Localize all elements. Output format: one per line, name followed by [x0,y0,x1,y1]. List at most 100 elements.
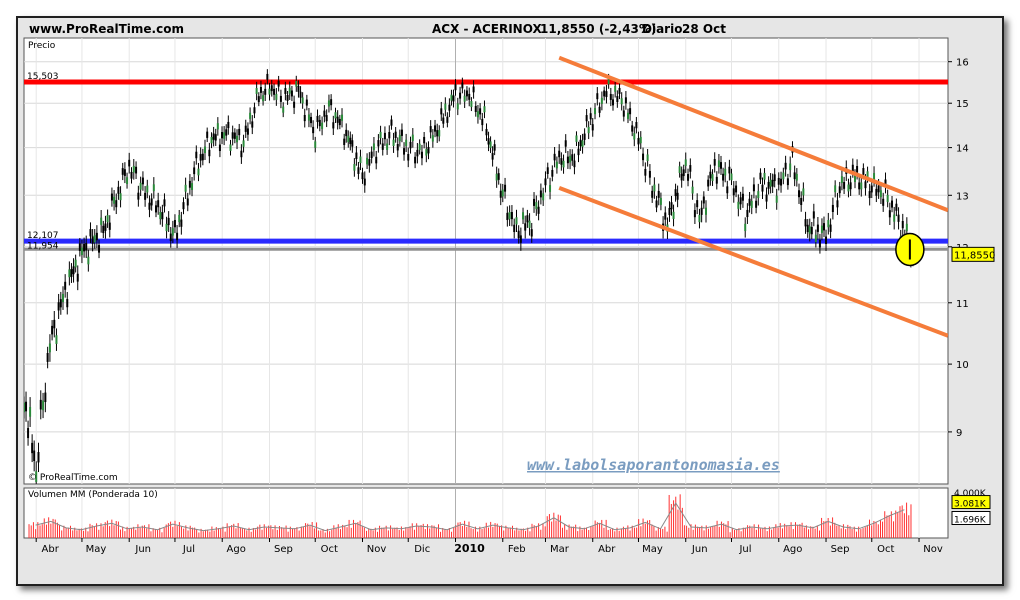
price-candle-body [539,190,542,198]
price-candle-body [581,140,584,147]
price-candle-body [361,172,364,180]
volume-value-tag [951,510,991,525]
price-candle-body [888,210,891,218]
price-candle-body [816,224,819,232]
time-tick-label: May [86,544,107,555]
price-candle-body [368,159,371,166]
price-candle-body [212,133,215,140]
price-candle-body [829,224,832,232]
price-candle-body [403,148,406,155]
price-candle-body [631,125,634,132]
price-candle-body [450,94,453,101]
price-candle-body [827,220,830,228]
price-candle-body [169,233,172,241]
price-tick-label: 13 [956,191,969,202]
copyright-text: © ProRealTime.com [28,473,118,483]
price-candle-body [429,126,432,133]
price-candle-body [901,220,904,229]
price-candle-body [820,225,823,233]
price-candle-body [35,471,38,482]
price-candle-body [624,97,627,104]
price-candle-body [301,97,304,104]
price-candle-body [635,122,638,129]
price-candle-body [388,131,391,139]
time-tick-label: Mar [550,544,570,555]
price-candle-body [370,151,373,159]
price-candle-body [465,90,468,97]
price-candle-body [386,143,389,150]
price-candle-body [253,107,256,114]
trend-channel [558,55,948,338]
price-candle-body [472,86,475,93]
price-candle-body [139,182,142,190]
level-label: 12,107 [27,231,59,241]
price-candle-body [646,154,649,161]
price-candle-body [330,99,333,106]
price-candle-body [860,182,863,190]
price-candle-body [515,217,518,225]
price-candle-body [589,113,592,120]
price-candle-body [184,184,187,192]
price-candle-body [672,211,675,219]
watermark-link[interactable]: www.labolsaporantonomasia.es [527,456,780,474]
time-tick-label: Ago [227,544,246,555]
time-tick-label: Jul [738,544,751,555]
price-candle-body [526,215,529,223]
price-candle-body [55,335,58,344]
price-candle-body [297,85,300,92]
price-candle-body [724,168,727,176]
price-candle-body [173,219,176,228]
price-candle-body [569,155,572,163]
price-candle-body [351,140,354,147]
price-tick-label: 14 [956,144,969,155]
price-candle-body [784,162,787,170]
price-candle-body [485,128,488,136]
price-candle-body [853,175,856,183]
price-candle-body [113,196,116,204]
price-candle-body [411,134,414,141]
price-candle-body [840,176,843,183]
price-candle-body [750,200,753,208]
price-candle-body [864,181,867,189]
price-candle-body [277,80,280,87]
price-candle-body [363,178,366,186]
price-candle-body [843,182,846,189]
price-candle-body [648,170,651,178]
price-candle-body [851,164,854,172]
price-candle-body [875,188,878,196]
price-candle-body [575,135,578,142]
price-candle-body [24,402,25,413]
price-candle-body [474,105,477,112]
price-candle-body [264,88,267,95]
price-candle-body [546,167,549,174]
price-candle-body [440,108,443,115]
price-candle-body [655,200,658,208]
price-candle-body [409,141,412,149]
price-candle-body [491,153,494,160]
price-candle-body [66,299,69,308]
price-candle-body [418,143,421,151]
price-candle-body [537,206,540,214]
price-candle-body [310,116,313,124]
price-candle-body [37,452,40,463]
price-candle-body [128,159,131,167]
price-candle-body [798,190,801,198]
price-candle-body [487,138,490,145]
price-candle-body [489,141,492,148]
price-candle-body [44,392,47,403]
price-candle-body [755,200,758,208]
price-candle-body [42,400,45,411]
price-candle-body [273,88,276,95]
price-candle-body [199,154,202,161]
price-candle-body [674,189,677,197]
price-candle-body [771,179,774,187]
price-candle-body [240,150,243,158]
volume-bars [28,494,912,538]
price-candle-body [366,157,369,165]
price-candle-body [353,164,356,171]
price-candle-body [238,128,241,136]
price-candle-body [436,130,439,137]
price-candle-body [210,136,213,144]
price-candle-body [132,165,135,173]
